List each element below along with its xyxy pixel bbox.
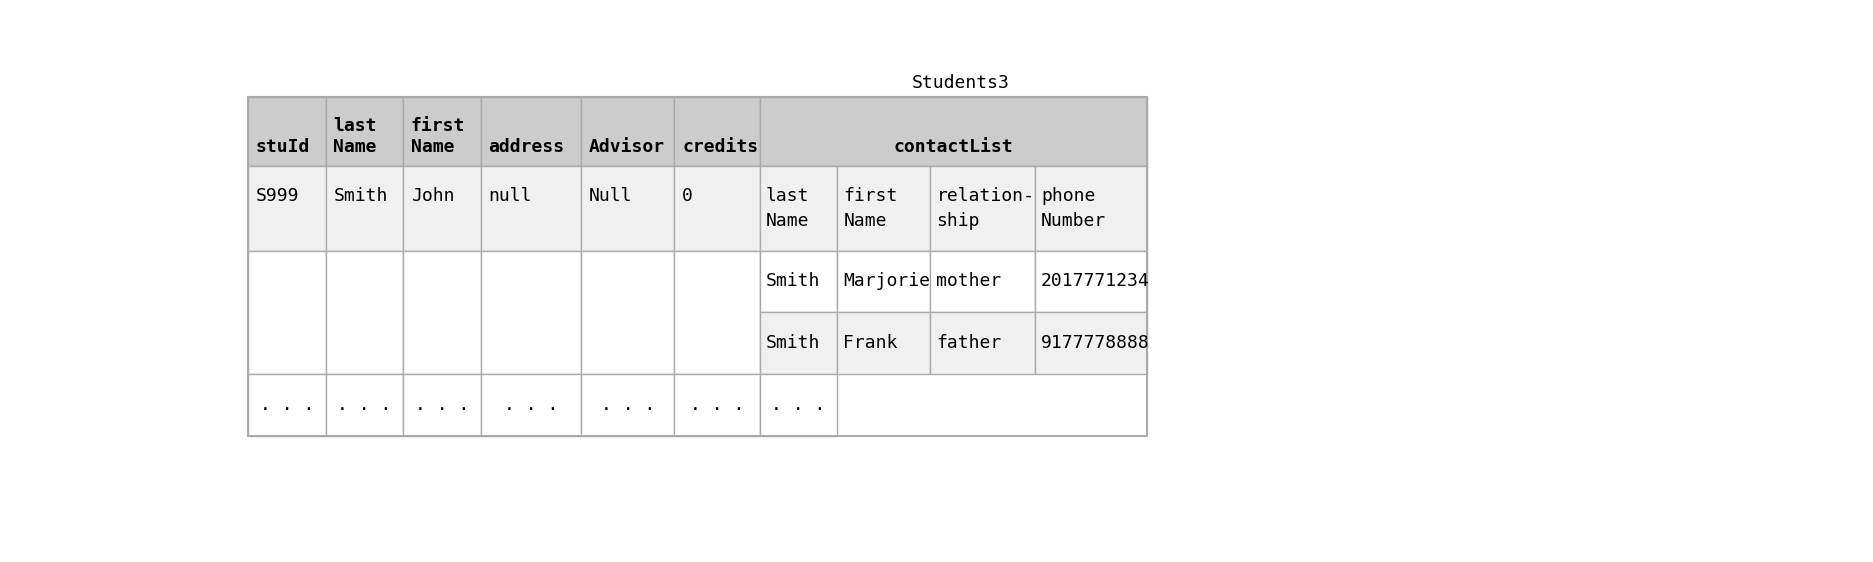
Text: Marjorie: Marjorie bbox=[843, 273, 929, 291]
Bar bbox=[674, 251, 759, 374]
Bar bbox=[1034, 166, 1146, 251]
Text: last: last bbox=[333, 117, 376, 135]
Bar bbox=[759, 374, 837, 436]
Text: phone: phone bbox=[1041, 187, 1096, 205]
Text: Number: Number bbox=[1041, 212, 1105, 230]
Bar bbox=[581, 166, 674, 251]
Text: Name: Name bbox=[843, 212, 886, 230]
Text: Null: Null bbox=[588, 187, 633, 205]
Text: . . .: . . . bbox=[414, 396, 468, 414]
Bar bbox=[403, 166, 481, 251]
Text: S999: S999 bbox=[257, 187, 300, 205]
Bar bbox=[247, 166, 326, 251]
Text: ship: ship bbox=[936, 212, 980, 230]
Bar bbox=[1034, 312, 1146, 374]
Bar bbox=[403, 97, 481, 166]
Text: first: first bbox=[843, 187, 897, 205]
Bar bbox=[247, 97, 1146, 436]
Bar bbox=[326, 97, 403, 166]
Text: credits: credits bbox=[682, 138, 759, 156]
Text: . . .: . . . bbox=[337, 396, 391, 414]
Bar bbox=[674, 374, 759, 436]
Text: 2017771234: 2017771234 bbox=[1041, 273, 1150, 291]
Bar bbox=[929, 251, 1034, 312]
Bar bbox=[247, 374, 326, 436]
Text: father: father bbox=[936, 334, 1000, 352]
Bar bbox=[674, 97, 759, 166]
Text: last: last bbox=[766, 187, 809, 205]
Text: Smith: Smith bbox=[333, 187, 388, 205]
Bar bbox=[326, 166, 403, 251]
Text: . . .: . . . bbox=[504, 396, 558, 414]
Text: . . .: . . . bbox=[772, 396, 826, 414]
Text: mother: mother bbox=[936, 273, 1000, 291]
Text: John: John bbox=[410, 187, 455, 205]
Bar bbox=[481, 166, 581, 251]
Bar bbox=[837, 166, 929, 251]
Bar bbox=[759, 312, 837, 374]
Bar bbox=[674, 166, 759, 251]
Text: first: first bbox=[410, 117, 465, 135]
Text: contactList: contactList bbox=[893, 138, 1013, 156]
Bar bbox=[759, 166, 837, 251]
Bar bbox=[247, 251, 326, 374]
Text: relation-: relation- bbox=[936, 187, 1034, 205]
Text: Smith: Smith bbox=[766, 273, 820, 291]
Text: Students3: Students3 bbox=[910, 74, 1010, 92]
Bar bbox=[837, 312, 929, 374]
Bar bbox=[837, 251, 929, 312]
Bar bbox=[581, 97, 674, 166]
Text: stuId: stuId bbox=[257, 138, 311, 156]
Bar bbox=[581, 251, 674, 374]
Text: Advisor: Advisor bbox=[588, 138, 665, 156]
Text: . . .: . . . bbox=[689, 396, 744, 414]
Bar bbox=[929, 166, 1034, 251]
Bar bbox=[581, 374, 674, 436]
Text: Name: Name bbox=[766, 212, 809, 230]
Bar bbox=[759, 251, 837, 312]
Text: null: null bbox=[489, 187, 532, 205]
Text: Smith: Smith bbox=[766, 334, 820, 352]
Bar bbox=[1034, 251, 1146, 312]
Bar bbox=[326, 374, 403, 436]
Bar bbox=[929, 312, 1034, 374]
Bar bbox=[403, 251, 481, 374]
Text: . . .: . . . bbox=[260, 396, 315, 414]
Text: Name: Name bbox=[410, 138, 455, 156]
Text: address: address bbox=[489, 138, 564, 156]
Bar bbox=[481, 251, 581, 374]
Bar bbox=[247, 97, 326, 166]
Text: Frank: Frank bbox=[843, 334, 897, 352]
Bar bbox=[481, 97, 581, 166]
Text: 9177778888: 9177778888 bbox=[1041, 334, 1150, 352]
Bar bbox=[481, 374, 581, 436]
Text: 0: 0 bbox=[682, 187, 693, 205]
Text: . . .: . . . bbox=[601, 396, 656, 414]
Bar bbox=[403, 374, 481, 436]
Bar bbox=[759, 97, 1146, 166]
Text: Name: Name bbox=[333, 138, 376, 156]
Bar bbox=[326, 251, 403, 374]
